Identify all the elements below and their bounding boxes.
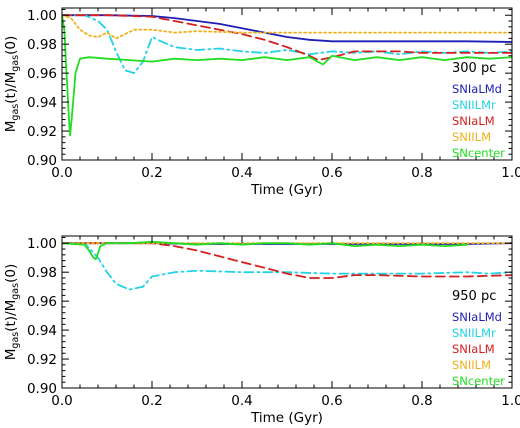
y-tick-label: 0.98 [27, 37, 57, 53]
legend-entry-sncenter: SNcenter [452, 146, 505, 160]
series-line-sniilmr [62, 14, 512, 74]
x-axis-label: Time (Gyr) [250, 182, 323, 198]
legend-entry-sniilm: SNIILM [452, 358, 491, 372]
x-tick-label: 1.0 [501, 393, 520, 409]
x-tick-label: 1.0 [501, 165, 520, 181]
x-tick-label: 0.0 [51, 165, 72, 181]
y-tick-label: 1.00 [27, 236, 57, 252]
legend-entry-sniilmr: SNIILMr [452, 326, 496, 340]
series-line-sncenter [62, 14, 512, 137]
panel-2: 0.0 0.2 0.4 0.6 0.8 1.0 0.90 0.92 0.94 0.96 0.98 1.… [3, 235, 520, 426]
x-tick-label: 0.4 [231, 393, 252, 409]
plot-frame [61, 235, 513, 389]
legend-entry-sncenter: SNcenter [452, 374, 505, 388]
series-line-snialm [62, 14, 512, 61]
plot-frame [61, 7, 513, 161]
y-tick-label: 0.94 [27, 95, 57, 111]
series-line-sniilmr [62, 242, 512, 291]
x-tick-label: 0.0 [51, 393, 72, 409]
series-group [62, 14, 512, 137]
y-tick-label: 0.92 [27, 124, 57, 140]
y-tick-label: 0.98 [27, 265, 57, 281]
y-axis-label: Mgas(t)/Mgas(0) [3, 36, 21, 132]
x-tick-label: 0.4 [231, 165, 252, 181]
legend-entry-snialm: SNIaLM [452, 114, 495, 128]
legend-entry-snialm: SNIaLM [452, 342, 495, 356]
x-tick-label: 0.6 [321, 393, 342, 409]
y-tick-label: 0.92 [27, 352, 57, 368]
x-tick-label: 0.2 [141, 165, 162, 181]
legend-entry-snialmd: SNIaLMd [452, 82, 502, 96]
y-tick-label: 0.96 [27, 66, 57, 82]
x-tick-label: 0.2 [141, 393, 162, 409]
x-tick-label: 0.8 [411, 165, 432, 181]
x-axis-label: Time (Gyr) [250, 410, 323, 426]
series-line-snialm [62, 242, 512, 279]
legend-entry-sniilm: SNIILM [452, 130, 491, 144]
x-tick-label: 0.6 [321, 165, 342, 181]
series-line-snialmd [62, 14, 512, 43]
series-line-sniilm [62, 14, 512, 40]
y-tick-label: 1.00 [27, 8, 57, 24]
legend-entry-sniilmr: SNIILMr [452, 98, 496, 112]
series-group [62, 240, 512, 291]
legend-entry-snialmd: SNIaLMd [452, 310, 502, 324]
y-tick-label: 0.94 [27, 323, 57, 339]
series-line-sncenter [62, 240, 468, 261]
y-tick-label: 0.90 [27, 153, 57, 169]
x-tick-label: 0.8 [411, 393, 432, 409]
panel-1: 0.0 0.2 0.4 0.6 0.8 1.0 0.90 0.92 0.94 0.96 0.98 1.… [3, 7, 520, 198]
y-tick-label: 0.90 [27, 381, 57, 397]
y-tick-label: 0.96 [27, 294, 57, 310]
y-axis-label: Mgas(t)/Mgas(0) [3, 264, 21, 360]
panel-scale-label: 950 pc [452, 289, 496, 304]
panel-scale-label: 300 pc [452, 61, 496, 76]
